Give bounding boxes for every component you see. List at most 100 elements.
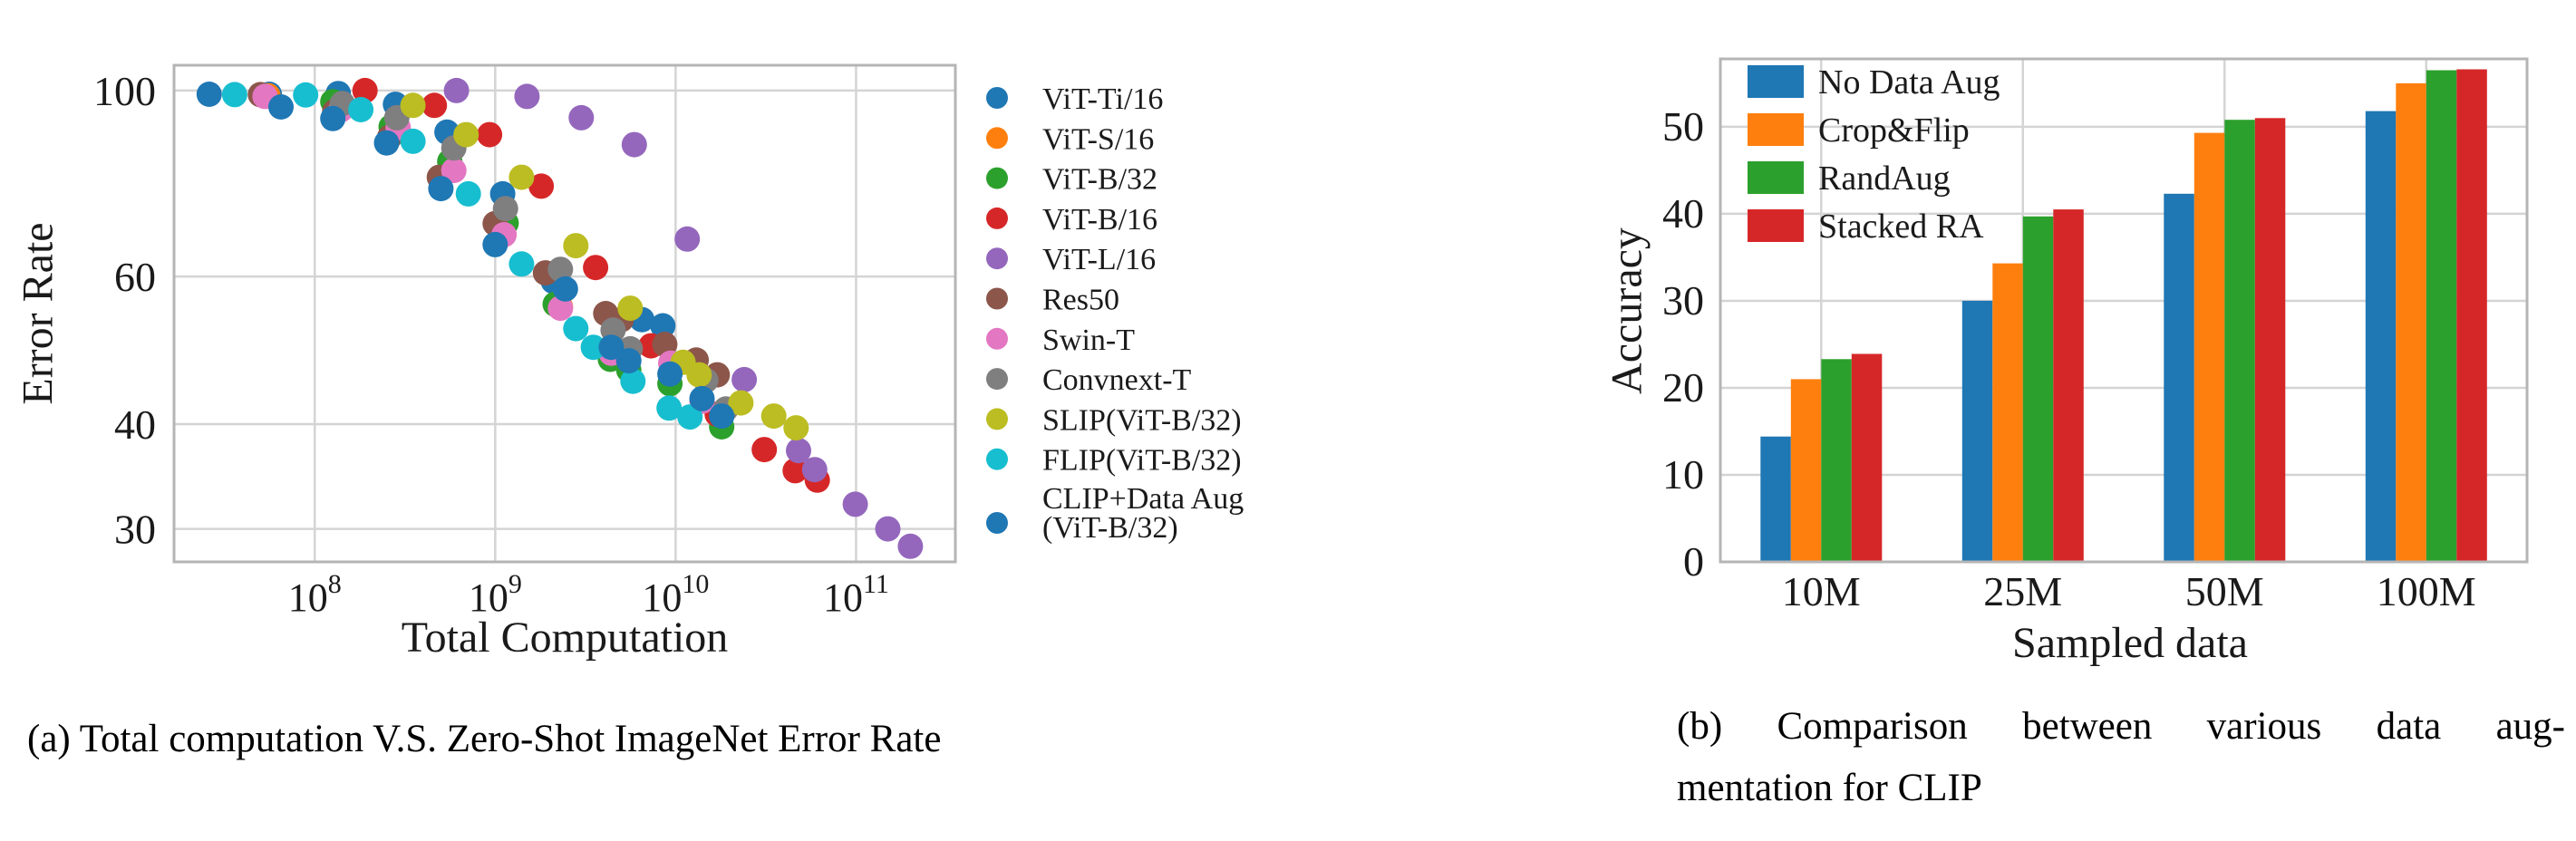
bar <box>2254 118 2286 563</box>
scatter-point <box>677 404 703 430</box>
scatter-point <box>709 403 735 430</box>
bar-chart-svg: 0 10 20 30 40 50 10M 25M 50M 100M No Data Aug Crop&… <box>1662 57 2529 614</box>
y-tick-label: 100 <box>93 68 156 114</box>
scatter-point <box>657 361 683 387</box>
legend-swatch-icon <box>1748 65 1804 98</box>
scatter-point <box>751 437 778 463</box>
legend-label: ViT-B/32 <box>1042 163 1157 197</box>
legend-label: SLIP(ViT-B/32) <box>1042 403 1242 437</box>
bar <box>2164 193 2194 563</box>
scatter-point <box>421 92 448 119</box>
legend-label: ViT-L/16 <box>1042 243 1156 276</box>
bar <box>2193 132 2225 562</box>
legend-label: Convnext-T <box>1042 363 1192 397</box>
caption-a: (a) Total computation V.S. Zero-Shot Ima… <box>27 718 942 760</box>
scatter-point <box>842 491 868 517</box>
scatter-point <box>583 255 609 281</box>
legend-marker-icon <box>986 287 1008 310</box>
scatter-point <box>400 92 426 119</box>
y-tick-label: 30 <box>114 507 156 553</box>
scatter-point <box>320 105 346 131</box>
legend-marker-icon <box>986 368 1008 391</box>
bar <box>1821 359 1852 562</box>
scatter-point <box>547 295 574 322</box>
scatter-point <box>674 226 701 252</box>
scatter-point <box>528 173 555 199</box>
scatter-point <box>508 251 535 277</box>
scatter-point <box>786 438 811 464</box>
legend-label: Swin-T <box>1042 324 1135 357</box>
bar-y-axis-label: Accuracy <box>1603 227 1651 394</box>
legend-label: ViT-Ti/16 <box>1042 82 1163 116</box>
scatter-point <box>508 164 535 190</box>
scatter-point <box>441 158 467 184</box>
x-tick-label: 10M <box>1782 568 1861 614</box>
scatter-point <box>547 256 574 283</box>
scatter-point <box>453 121 479 148</box>
bar <box>2456 69 2487 562</box>
scatter-point <box>552 276 578 302</box>
bar <box>2365 111 2397 562</box>
scatter-point <box>268 94 294 120</box>
legend-swatch-icon <box>1748 209 1804 242</box>
legend-label: Res50 <box>1042 284 1119 317</box>
scatter-point <box>598 334 625 361</box>
scatter-point <box>801 457 828 483</box>
scatter-point <box>563 315 589 342</box>
scatter-point <box>196 82 222 107</box>
scatter-y-axis-label: Error Rate <box>14 222 63 405</box>
x-tick-label: 50M <box>2185 568 2264 614</box>
scatter-point <box>650 313 676 339</box>
scatter-point <box>783 415 809 441</box>
y-tick-label: 60 <box>114 254 156 300</box>
legend-marker-icon <box>986 327 1008 350</box>
caption-b-line1: (b) Comparison between various data aug- <box>1677 705 2565 748</box>
legend-label: Stacked RA <box>1818 208 1984 246</box>
y-tick-label: 50 <box>1662 103 1704 150</box>
legend-label: No Data Aug <box>1818 63 2000 102</box>
bar <box>1961 300 1993 562</box>
scatter-point <box>689 385 715 411</box>
bar <box>2224 120 2255 562</box>
bar <box>2396 82 2426 562</box>
scatter-point <box>482 231 508 257</box>
scatter-point <box>492 196 518 222</box>
scatter-point <box>875 516 901 542</box>
legend-label: (ViT-B/32) <box>1042 511 1178 545</box>
x-tick-label: 100M <box>2377 568 2476 614</box>
x-tick-label: 1010 <box>642 569 709 620</box>
bar <box>1851 353 1883 562</box>
legend-marker-icon <box>986 207 1008 229</box>
bar <box>2053 209 2084 562</box>
scatter-point <box>621 131 647 158</box>
scatter-point <box>352 77 378 103</box>
caption-b: (b) Comparison between various data aug-… <box>1677 696 2565 819</box>
y-tick-label: 30 <box>1662 277 1704 324</box>
y-tick-label: 10 <box>1662 451 1704 498</box>
scatter-point <box>731 366 758 392</box>
legend-label: ViT-B/16 <box>1042 203 1157 237</box>
scatter-point <box>568 104 595 130</box>
caption-b-line2: mentation for CLIP <box>1677 767 1982 809</box>
legend-marker-icon <box>986 512 1008 534</box>
x-tick-label: 109 <box>469 569 522 620</box>
y-tick-label: 0 <box>1683 538 1704 585</box>
scatter-point <box>580 334 606 361</box>
scatter-point <box>563 233 589 259</box>
x-tick-label: 108 <box>288 569 342 620</box>
scatter-point <box>686 362 712 388</box>
bar <box>1760 436 1791 562</box>
scatter-point <box>620 368 646 394</box>
scatter-point <box>615 348 642 374</box>
legend-label: CLIP+Data Aug <box>1042 482 1244 516</box>
legend-marker-icon <box>986 247 1008 270</box>
legend-marker-icon <box>986 448 1008 470</box>
scatter-point <box>760 403 787 430</box>
scatter-point <box>656 395 683 421</box>
scatter-chart-svg: 108 109 1010 1011 100 60 40 30 ViT-Ti/16 ViT-S/16… <box>93 63 1244 620</box>
legend-marker-icon <box>986 167 1008 189</box>
scatter-point <box>455 180 481 207</box>
y-tick-label: 40 <box>1662 190 1704 237</box>
scatter-plot-border <box>172 63 957 564</box>
